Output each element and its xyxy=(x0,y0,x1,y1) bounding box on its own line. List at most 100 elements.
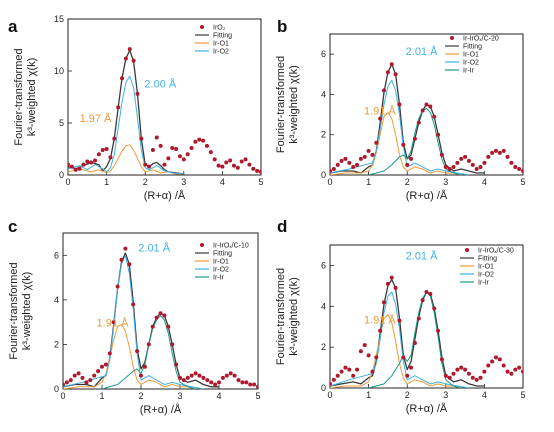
plot-area xyxy=(330,275,523,388)
data-point xyxy=(401,142,406,147)
data-point xyxy=(85,159,90,164)
data-point xyxy=(81,162,86,167)
data-point xyxy=(96,369,101,374)
data-point xyxy=(143,162,148,167)
data-point xyxy=(343,156,348,161)
data-point xyxy=(220,164,225,169)
data-point xyxy=(201,375,206,380)
peak-annotation: 2.01 Å xyxy=(138,242,170,255)
data-point xyxy=(463,154,468,159)
peak-annotation: 1.91 Å xyxy=(97,317,129,330)
data-point xyxy=(513,164,518,169)
data-point xyxy=(154,315,159,320)
data-point xyxy=(69,164,74,169)
x-tick-label: 3 xyxy=(177,391,182,401)
data-point xyxy=(73,167,78,172)
y-tick-label: 6 xyxy=(321,49,326,59)
data-point xyxy=(212,157,217,162)
data-point xyxy=(107,351,112,356)
data-point xyxy=(358,349,363,354)
data-point xyxy=(243,157,248,162)
data-point xyxy=(351,373,356,378)
data-point xyxy=(123,56,128,61)
data-point xyxy=(174,362,179,367)
data-point xyxy=(374,355,379,360)
legend-label: Ir-O2 xyxy=(463,60,479,67)
legend-label: Fitting xyxy=(463,44,482,51)
legend-label: Ir-O2 xyxy=(478,272,494,279)
data-point xyxy=(420,298,425,303)
peak-annotation: 2.01 Å xyxy=(406,45,438,58)
data-point xyxy=(362,154,367,159)
data-point xyxy=(474,377,479,382)
data-point xyxy=(247,162,252,167)
data-point xyxy=(228,371,233,376)
series-ir-o2-line xyxy=(330,291,470,388)
data-point xyxy=(366,353,371,358)
data-point xyxy=(382,300,387,305)
data-point xyxy=(197,373,202,378)
series-fitting-line xyxy=(63,252,219,388)
data-point xyxy=(470,162,475,167)
data-point xyxy=(439,357,444,362)
data-point xyxy=(220,375,225,380)
data-point xyxy=(378,328,383,333)
data-point xyxy=(131,58,136,63)
data-point xyxy=(389,62,394,67)
data-point xyxy=(493,148,498,153)
data-point xyxy=(382,88,387,93)
legend-label: Ir-Ir xyxy=(478,280,490,287)
data-point xyxy=(178,375,182,380)
x-tick-label: 5 xyxy=(520,177,525,187)
data-point xyxy=(428,104,433,109)
data-point xyxy=(517,166,522,171)
data-point xyxy=(150,324,155,329)
series-ir-o1-line xyxy=(330,112,462,175)
legend-label: Fitting xyxy=(213,33,232,40)
data-point xyxy=(100,148,105,153)
series-ir-o1-line xyxy=(68,144,184,175)
panel-letter: b xyxy=(277,17,287,36)
x-tick-label: 4 xyxy=(482,390,487,400)
panel-c: c 0 1 2 3 4 5 0 2 4 6 (R+α) /Å Fourier-transformed k³… xyxy=(8,217,261,416)
data-point xyxy=(228,158,233,163)
legend-label: Ir-O1 xyxy=(213,41,229,48)
data-point xyxy=(501,148,506,153)
data-point xyxy=(521,168,523,173)
data-point xyxy=(185,152,190,157)
legend-label: Ir-O1 xyxy=(213,259,229,266)
data-point xyxy=(224,160,229,165)
series-fitting-line xyxy=(330,279,485,387)
data-point xyxy=(505,369,510,374)
data-point xyxy=(521,369,523,374)
y-tick-label: 0 xyxy=(59,170,64,180)
data-point xyxy=(412,341,417,346)
data-point xyxy=(174,147,179,151)
data-point xyxy=(100,364,104,369)
data-point xyxy=(493,355,498,360)
data-point xyxy=(177,154,182,159)
data-point xyxy=(412,136,417,141)
data-point xyxy=(92,373,97,378)
data-point xyxy=(166,324,171,329)
data-point xyxy=(343,365,348,370)
data-point xyxy=(162,313,167,318)
data-point xyxy=(72,373,77,378)
data-point xyxy=(339,369,344,374)
data-point xyxy=(189,145,194,150)
data-point xyxy=(389,275,394,280)
data-point xyxy=(482,160,487,165)
data-point xyxy=(501,363,506,368)
data-point xyxy=(331,377,336,382)
panel-a: a 0 1 2 3 4 5 0 5 10 15 (R+α) /Å Fourier-transformed… xyxy=(8,14,264,202)
data-point xyxy=(486,154,491,159)
axes-frame xyxy=(329,33,524,176)
data-point xyxy=(370,152,375,157)
data-point xyxy=(244,380,249,385)
data-point xyxy=(240,380,245,385)
y-tick-label: 15 xyxy=(54,14,64,24)
data-point xyxy=(248,382,253,387)
